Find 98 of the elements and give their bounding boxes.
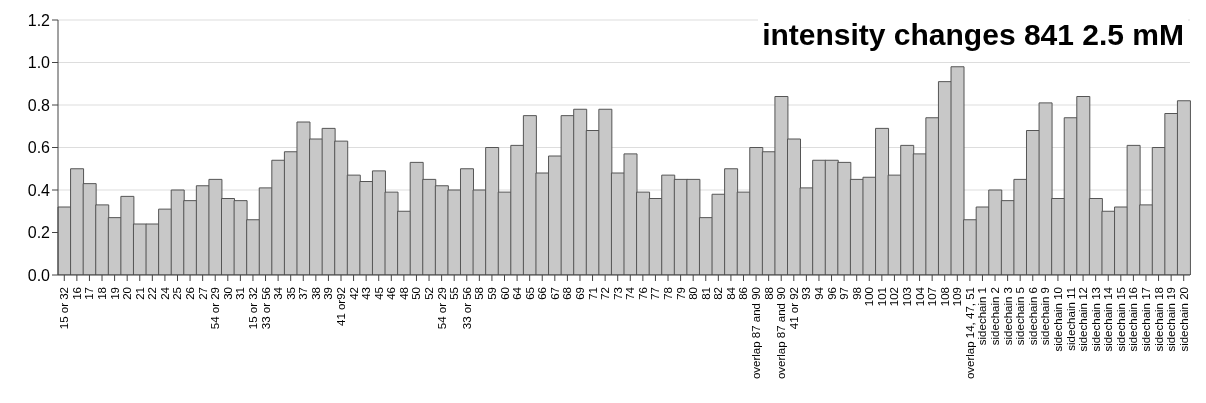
- x-tick-label: sidechain 3: [1001, 287, 1014, 346]
- x-tick-label: 37: [297, 287, 310, 300]
- x-tick-label: sidechain 13: [1089, 287, 1102, 352]
- x-tick-label: 69: [573, 287, 586, 300]
- x-tick-label: 17: [83, 287, 96, 300]
- x-tick-label: 52: [423, 287, 436, 300]
- y-tick-label: 0.2: [27, 224, 51, 242]
- y-tick-label: 0.0: [27, 266, 51, 284]
- x-tick-label: 98: [850, 287, 863, 300]
- x-tick-label: 84: [724, 286, 737, 300]
- x-tick-label: 39: [322, 287, 335, 300]
- x-tick-label: 19: [108, 287, 121, 300]
- x-tick-label: 31: [234, 287, 247, 300]
- x-tick-label: 24: [158, 286, 171, 300]
- x-tick-label: 79: [674, 287, 687, 300]
- x-tick-label: 71: [586, 287, 599, 300]
- x-tick-label: 59: [485, 287, 498, 300]
- x-tick-label: 46: [385, 287, 398, 300]
- x-tick-label: 60: [498, 287, 511, 300]
- x-tick-label: 41 or92: [335, 287, 347, 327]
- x-tick-label: 35: [284, 287, 297, 300]
- x-tick-label: sidechain 15: [1114, 287, 1127, 352]
- x-tick-label: 80: [687, 287, 700, 300]
- x-tick-label: 15 or 32: [58, 287, 71, 330]
- x-tick-label: 78: [662, 287, 675, 300]
- x-tick-label: 88: [762, 287, 775, 300]
- x-tick-label: 76: [636, 287, 649, 300]
- x-tick-label: sidechain 1: [976, 287, 989, 346]
- x-tick-label: 67: [548, 287, 561, 300]
- x-tick-label: 104: [913, 286, 926, 307]
- x-tick-label: 82: [712, 287, 725, 300]
- x-tick-label: sidechain 16: [1127, 287, 1140, 352]
- x-tick-label: 20: [121, 287, 134, 300]
- x-tick-label: sidechain 11: [1064, 287, 1077, 351]
- x-tick-label: 45: [372, 287, 385, 300]
- x-tick-label: overlap 14, 47, 51: [963, 287, 976, 380]
- x-tick-label: 73: [611, 287, 624, 300]
- x-tick-label: 64: [511, 286, 524, 300]
- x-tick-label: 72: [599, 287, 612, 300]
- x-tick-label: 107: [926, 287, 939, 307]
- y-tick-label: 0.4: [27, 181, 51, 199]
- x-tick-label: sidechain 20: [1177, 287, 1190, 352]
- x-tick-label: 18: [96, 287, 109, 300]
- x-tick-label: sidechain 19: [1165, 287, 1178, 352]
- chart-title: intensity changes 841 2.5 mM: [758, 18, 1188, 52]
- x-tick-label: 81: [699, 287, 712, 300]
- y-tick-label: 0.8: [27, 96, 51, 114]
- x-tick-label: sidechain 10: [1051, 287, 1064, 352]
- x-tick-label: 33 or 56: [259, 287, 272, 330]
- x-tick-label: 22: [146, 287, 159, 300]
- x-tick-label: sidechain 5: [1014, 287, 1027, 346]
- x-tick-label: 26: [184, 287, 197, 300]
- x-tick-label: 38: [309, 287, 322, 300]
- x-tick-label: sidechain 14: [1102, 286, 1115, 352]
- x-tick-label: 30: [221, 287, 234, 300]
- x-tick-label: 43: [360, 287, 373, 300]
- x-tick-label: 15 or 32: [246, 287, 259, 330]
- x-tick-label: 77: [649, 287, 662, 300]
- x-tick-label: sidechain 17: [1139, 287, 1152, 352]
- x-tick-label: 41 or 92: [787, 287, 800, 330]
- x-tick-label: 96: [825, 287, 838, 300]
- x-tick-label: 100: [863, 287, 876, 307]
- x-tick-label: 54 or 29: [435, 287, 448, 330]
- x-tick-label: 68: [561, 287, 574, 300]
- x-tick-label: 109: [951, 287, 964, 307]
- x-tick-label: sidechain 18: [1152, 287, 1165, 352]
- x-tick-label: 74: [624, 286, 637, 300]
- x-tick-label: 94: [812, 286, 825, 300]
- x-tick-label: 86: [737, 287, 750, 300]
- y-tick-label: 0.6: [27, 139, 51, 157]
- x-tick-label: 101: [875, 287, 888, 307]
- x-tick-label: 27: [196, 287, 209, 300]
- x-tick-label: 33 or 56: [460, 287, 473, 330]
- x-tick-label: overlap 87 and 90: [750, 287, 763, 380]
- x-tick-label: 55: [448, 287, 461, 300]
- x-tick-label: 97: [838, 287, 851, 300]
- x-tick-label: 42: [347, 287, 360, 300]
- y-tick-label: 1.2: [27, 11, 51, 29]
- x-tick-label: 58: [473, 287, 486, 300]
- x-tick-label: 93: [800, 287, 813, 300]
- y-tick-label: 1.0: [27, 54, 51, 72]
- x-tick-label: 103: [901, 287, 913, 307]
- x-tick-label: 54 or 29: [209, 287, 222, 330]
- x-tick-label: 50: [410, 287, 423, 300]
- x-tick-label: 25: [171, 287, 184, 300]
- x-tick-label: 34: [272, 286, 285, 300]
- x-tick-label: sidechain 9: [1039, 287, 1052, 346]
- x-tick-label: 108: [938, 287, 951, 307]
- x-tick-label: 102: [888, 287, 901, 307]
- x-tick-label: sidechain 12: [1077, 287, 1090, 352]
- x-tick-label: 48: [397, 287, 410, 300]
- x-tick-label: overlap 87 and 90: [775, 287, 788, 380]
- x-tick-label: 65: [523, 287, 536, 300]
- x-tick-label: 21: [133, 287, 146, 300]
- x-tick-label: 16: [70, 287, 83, 300]
- x-tick-label: sidechain 6: [1026, 287, 1039, 346]
- x-tick-label: 66: [536, 287, 549, 300]
- x-tick-label: sidechain 2: [989, 287, 1002, 346]
